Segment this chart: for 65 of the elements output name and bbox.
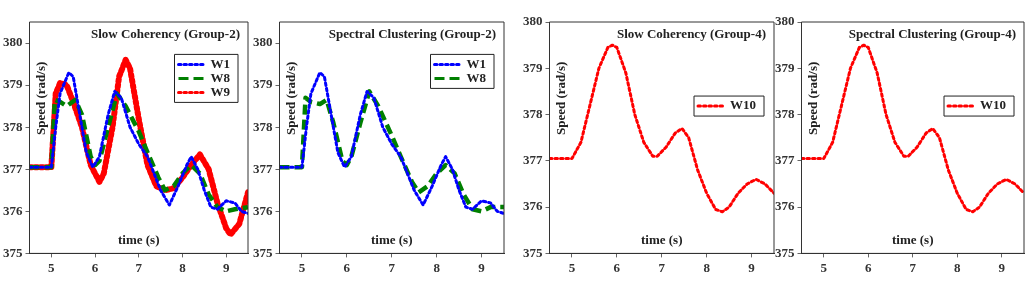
legend-label: W1 [466, 55, 486, 71]
x-tick-label: 8 [703, 259, 711, 275]
y-tick-label: 375 [3, 244, 23, 260]
y-axis-title: Speed (rad/s) [282, 61, 298, 136]
line-series [801, 43, 1024, 214]
x-tick-label: 9 [478, 259, 486, 275]
chart-title: Spectral Clustering (Group-2) [328, 26, 496, 42]
y-tick-label: 375 [523, 244, 543, 260]
y-tick-label: 377 [523, 152, 543, 168]
x-tick-label: 7 [388, 259, 396, 275]
y-tick-label: 377 [253, 160, 273, 176]
x-tick-label: 8 [954, 259, 961, 275]
y-tick-label: 378 [523, 105, 543, 121]
y-tick-label: 378 [253, 118, 273, 134]
legend-label: W10 [980, 97, 1006, 113]
x-tick-label: 5 [48, 259, 56, 275]
y-tick-label: 378 [775, 105, 795, 121]
x-tick-label: 7 [909, 259, 917, 275]
chart-title: Spectral Clustering (Group-4) [848, 26, 1016, 42]
y-tick-label: 379 [523, 59, 543, 75]
x-tick-label: 5 [820, 259, 828, 275]
x-tick-label: 6 [613, 259, 621, 275]
x-axis-title: time (s) [117, 231, 160, 247]
y-tick-label: 380 [3, 34, 23, 50]
x-tick-label: 8 [433, 259, 441, 275]
x-tick-label: 5 [298, 259, 306, 275]
y-axis-title: Speed (rad/s) [32, 61, 48, 136]
y-tick-label: 380 [523, 13, 543, 29]
y-tick-label: 376 [253, 202, 273, 218]
y-tick-label: 375 [253, 244, 273, 260]
chart-title: Slow Coherency (Group-4) [616, 26, 766, 42]
x-tick-label: 5 [568, 259, 576, 275]
y-tick-label: 376 [3, 202, 23, 218]
x-tick-label: 6 [343, 259, 351, 275]
x-tick-label: 6 [91, 259, 99, 275]
x-tick-label: 7 [658, 259, 666, 275]
y-tick-label: 376 [775, 198, 795, 214]
legend-label: W10 [730, 97, 756, 113]
y-tick-label: 378 [3, 118, 23, 134]
x-axis-title: time (s) [891, 231, 934, 247]
chart-title: Slow Coherency (Group-2) [90, 26, 240, 42]
y-tick-label: 376 [523, 198, 543, 214]
y-tick-label: 375 [775, 244, 795, 260]
y-tick-label: 380 [253, 34, 273, 50]
x-tick-label: 9 [748, 259, 756, 275]
line-series [549, 43, 774, 214]
y-axis-title: Speed (rad/s) [804, 61, 820, 136]
legend-label: W9 [210, 83, 231, 99]
x-tick-label: 7 [135, 259, 143, 275]
y-axis-title: Speed (rad/s) [552, 61, 568, 136]
x-tick-label: 9 [998, 259, 1006, 275]
y-tick-label: 377 [3, 160, 23, 176]
y-tick-label: 379 [253, 76, 273, 92]
y-tick-label: 379 [775, 59, 795, 75]
x-tick-label: 8 [179, 259, 187, 275]
y-tick-label: 380 [775, 13, 795, 29]
legend-label: W8 [210, 69, 231, 85]
x-tick-label: 6 [865, 259, 872, 275]
x-tick-label: 9 [222, 259, 230, 275]
legend-label: W1 [210, 55, 230, 71]
x-axis-title: time (s) [370, 231, 413, 247]
y-tick-label: 377 [775, 152, 795, 168]
y-tick-label: 379 [3, 76, 23, 92]
x-axis-title: time (s) [640, 231, 683, 247]
legend-label: W8 [466, 69, 487, 85]
